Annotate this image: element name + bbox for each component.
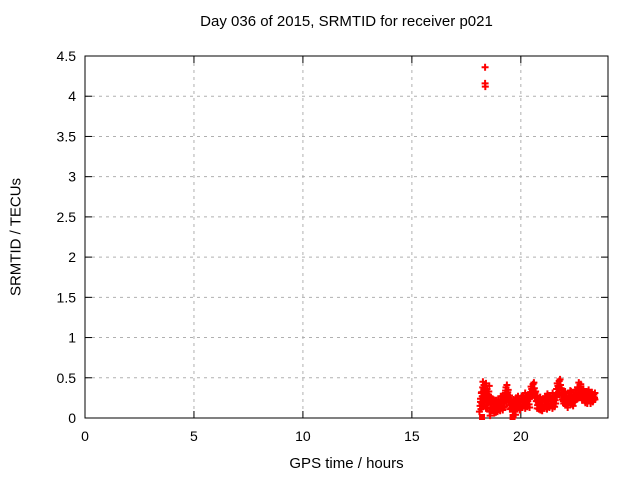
data-point-zero (479, 414, 486, 420)
x-tick-label: 5 (190, 428, 198, 444)
data-point (564, 404, 572, 412)
plot-border (84, 55, 609, 419)
x-tick-label: 20 (513, 428, 529, 444)
data-point (503, 381, 511, 389)
data-point (552, 400, 560, 408)
data-point (483, 390, 491, 398)
data-point (499, 404, 507, 412)
data-point (492, 408, 500, 416)
data-point (591, 395, 599, 403)
data-point (556, 375, 564, 383)
data-point (489, 395, 497, 403)
data-point (557, 384, 565, 392)
data-point (480, 385, 488, 393)
chart-title: Day 036 of 2015, SRMTID for receiver p02… (200, 13, 493, 30)
data-point (526, 404, 534, 412)
data-point (505, 394, 513, 402)
data-point (569, 402, 577, 410)
x-tick-label: 15 (404, 428, 420, 444)
data-point (485, 382, 493, 390)
data-point (583, 400, 591, 408)
x-tick-label: 10 (295, 428, 311, 444)
data-point (477, 398, 485, 406)
data-point (575, 386, 583, 394)
y-tick-label: 0 (68, 410, 76, 426)
data-point (504, 388, 512, 396)
data-point (482, 404, 490, 412)
y-tick-label: 4.5 (57, 48, 77, 64)
data-point (530, 379, 538, 387)
data-point (481, 63, 489, 71)
y-tick-label: 3 (68, 169, 76, 185)
data-point (512, 411, 520, 419)
y-tick-label: 3.5 (57, 128, 77, 144)
data-point-zero (509, 414, 516, 420)
y-tick-label: 2 (68, 249, 76, 265)
data-point (577, 380, 585, 388)
data-point (511, 401, 519, 409)
data-point (566, 398, 574, 406)
data-point (548, 404, 556, 412)
data-point (498, 392, 506, 400)
data-point (567, 387, 575, 395)
y-axis-label: SRMTID / TECUs (7, 177, 25, 297)
y-tick-label: 0.5 (57, 370, 77, 386)
data-point (528, 385, 536, 393)
y-tick-label: 2.5 (57, 209, 77, 225)
y-tick-label: 4 (68, 88, 76, 104)
data-point (481, 83, 489, 91)
y-tick-label: 1.5 (57, 289, 77, 305)
y-tick-label: 1 (68, 330, 76, 346)
data-point (520, 396, 528, 404)
x-axis-label: GPS time / hours (289, 455, 404, 472)
x-tick-label: 0 (81, 428, 89, 444)
data-point (486, 412, 494, 420)
